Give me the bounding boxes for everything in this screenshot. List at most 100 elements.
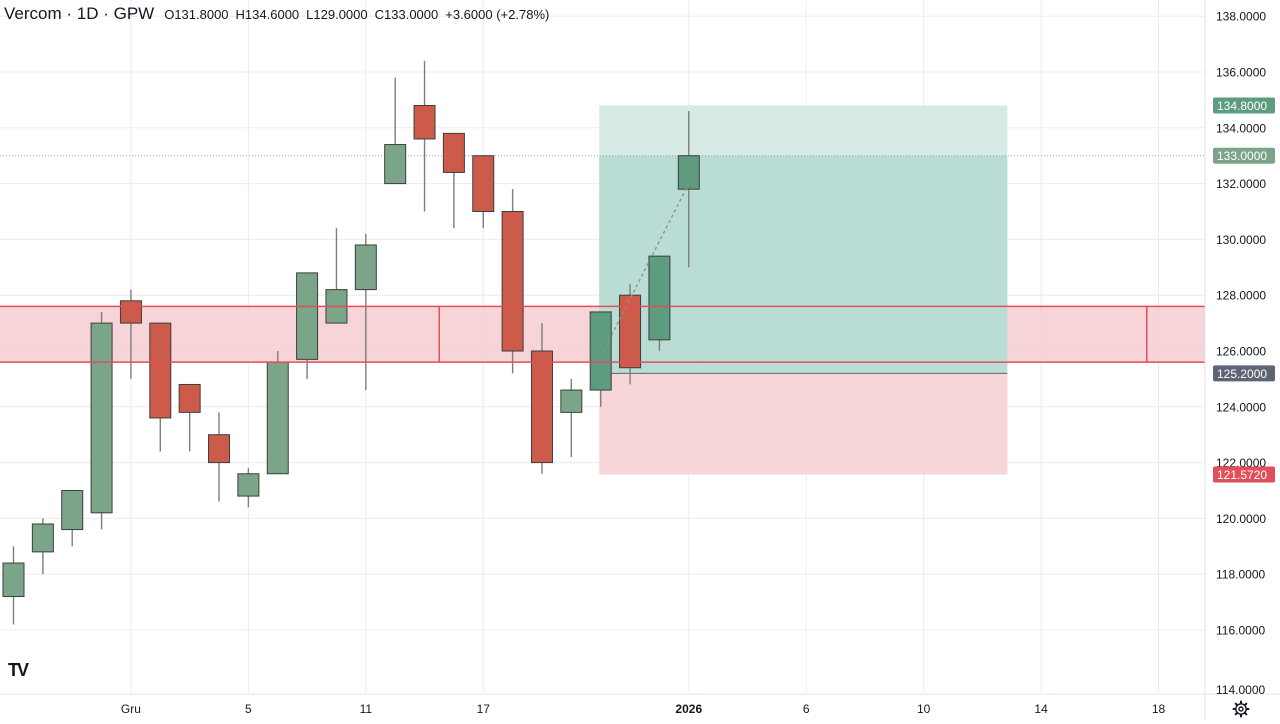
- price-label-text: 121.5720: [1217, 468, 1267, 482]
- y-tick-label: 114.0000: [1216, 683, 1265, 697]
- candle-body: [119, 300, 142, 324]
- price-label-text: 125.2000: [1217, 367, 1267, 381]
- price-label-text: 134.8000: [1217, 99, 1267, 113]
- price-labels: 134.8000 133.0000 125.2000 121.5720: [1213, 97, 1275, 483]
- candle-body: [648, 255, 671, 341]
- candle-body: [208, 434, 231, 464]
- x-tick-label: 11: [360, 702, 373, 716]
- candle-body: [677, 155, 700, 190]
- candle-up: [325, 228, 348, 324]
- candle-down: [178, 383, 201, 452]
- candle-up: [31, 518, 54, 575]
- x-tick-label: 18: [1152, 702, 1166, 716]
- candle-down: [501, 189, 524, 374]
- x-tick-label: 2026: [675, 702, 702, 716]
- candle-body: [413, 104, 436, 140]
- candle-body: [266, 361, 289, 475]
- candle-body: [90, 322, 113, 514]
- legend-header: Vercom · 1D · GPW O131.8000 H134.6000 L1…: [4, 4, 549, 24]
- x-tick-label: 14: [1034, 702, 1048, 716]
- candle-up: [90, 311, 113, 530]
- target-progress-right: [698, 155, 1008, 374]
- x-tick-label: 10: [917, 702, 931, 716]
- symbol-title[interactable]: Vercom · 1D · GPW: [4, 4, 155, 23]
- y-tick-label: 134.0000: [1216, 121, 1266, 135]
- candle-down: [149, 322, 172, 452]
- y-tick-label: 128.0000: [1216, 289, 1266, 303]
- candle-body: [178, 383, 201, 413]
- candles: [2, 60, 700, 625]
- price-label-text: 133.0000: [1217, 149, 1267, 163]
- zone-overlay: [0, 305, 1205, 363]
- y-tick-label: 126.0000: [1216, 345, 1266, 359]
- y-tick-label: 136.0000: [1216, 66, 1266, 80]
- candle-body: [296, 272, 319, 360]
- price-label-bg: [1213, 365, 1275, 382]
- y-tick-label: 118.0000: [1216, 568, 1265, 582]
- candle-up: [677, 111, 700, 268]
- candle-down: [472, 155, 495, 229]
- stop-zone: [599, 373, 1008, 475]
- y-tick-label: 130.0000: [1216, 233, 1266, 247]
- candle-down: [413, 60, 436, 212]
- candle-body: [354, 244, 377, 291]
- candle-down: [442, 132, 465, 229]
- candle-up: [560, 378, 583, 458]
- x-tick-label: 6: [803, 702, 810, 716]
- x-tick-label: Gru: [121, 702, 141, 716]
- candle-up: [61, 490, 84, 547]
- price-label-target: 134.8000: [1213, 97, 1275, 114]
- candle-body: [237, 473, 260, 497]
- y-tick-label: 132.0000: [1216, 177, 1266, 191]
- candle-down: [530, 323, 553, 474]
- low-value: L129.0000: [306, 7, 368, 22]
- candle-body: [442, 132, 465, 173]
- candle-body: [149, 322, 172, 419]
- price-label-entry: 125.2000: [1213, 365, 1275, 382]
- price-label-bg: [1213, 466, 1275, 483]
- price-label-stop: 121.5720: [1213, 466, 1275, 483]
- candle-body: [619, 294, 642, 369]
- candle-body: [2, 562, 25, 598]
- y-tick-label: 116.0000: [1216, 624, 1265, 638]
- projection-line[interactable]: [600, 183, 690, 357]
- candle-body: [560, 389, 583, 413]
- price-label-last: 133.0000: [1213, 147, 1275, 164]
- candle-down: [208, 412, 231, 502]
- tradingview-logo-icon[interactable]: TV: [8, 660, 29, 680]
- candle-body: [31, 523, 54, 553]
- projection-dashed-line: [600, 183, 690, 357]
- change-value: +3.6000 (+2.78%): [445, 7, 550, 22]
- x-tick-label: 17: [477, 702, 491, 716]
- interval: 1D: [76, 4, 99, 23]
- y-tick-label: 138.0000: [1216, 10, 1266, 24]
- candle-up: [589, 311, 612, 407]
- candle-body: [384, 144, 407, 185]
- candle-up: [648, 255, 671, 351]
- close-value: C133.0000: [374, 7, 439, 22]
- price-label-bg: [1213, 97, 1275, 114]
- candle-up: [266, 351, 289, 475]
- x-tick-label: 5: [245, 702, 252, 716]
- price-label-bg: [1213, 147, 1275, 164]
- open-value: O131.8000: [164, 7, 229, 22]
- candle-body: [589, 311, 612, 391]
- candle-up: [296, 272, 319, 379]
- candle-down: [619, 284, 642, 385]
- gear-icon[interactable]: [1230, 699, 1252, 719]
- high-value: H134.6000: [235, 7, 300, 22]
- candle-body: [61, 490, 84, 531]
- y-tick-label: 120.0000: [1216, 512, 1266, 526]
- symbol-name: Vercom: [4, 4, 62, 23]
- candle-body: [472, 155, 495, 212]
- candle-body: [501, 211, 524, 352]
- exchange: GPW: [113, 4, 155, 23]
- candle-body: [530, 350, 553, 464]
- y-tick-label: 124.0000: [1216, 400, 1266, 414]
- candle-up: [237, 468, 260, 508]
- candle-up: [354, 233, 377, 391]
- candle-up: [2, 546, 25, 625]
- candle-up: [384, 77, 407, 185]
